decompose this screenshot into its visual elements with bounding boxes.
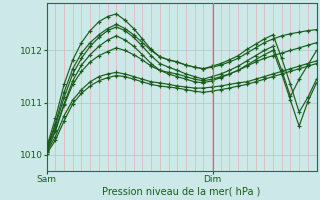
X-axis label: Pression niveau de la mer( hPa ): Pression niveau de la mer( hPa ) bbox=[102, 187, 261, 197]
